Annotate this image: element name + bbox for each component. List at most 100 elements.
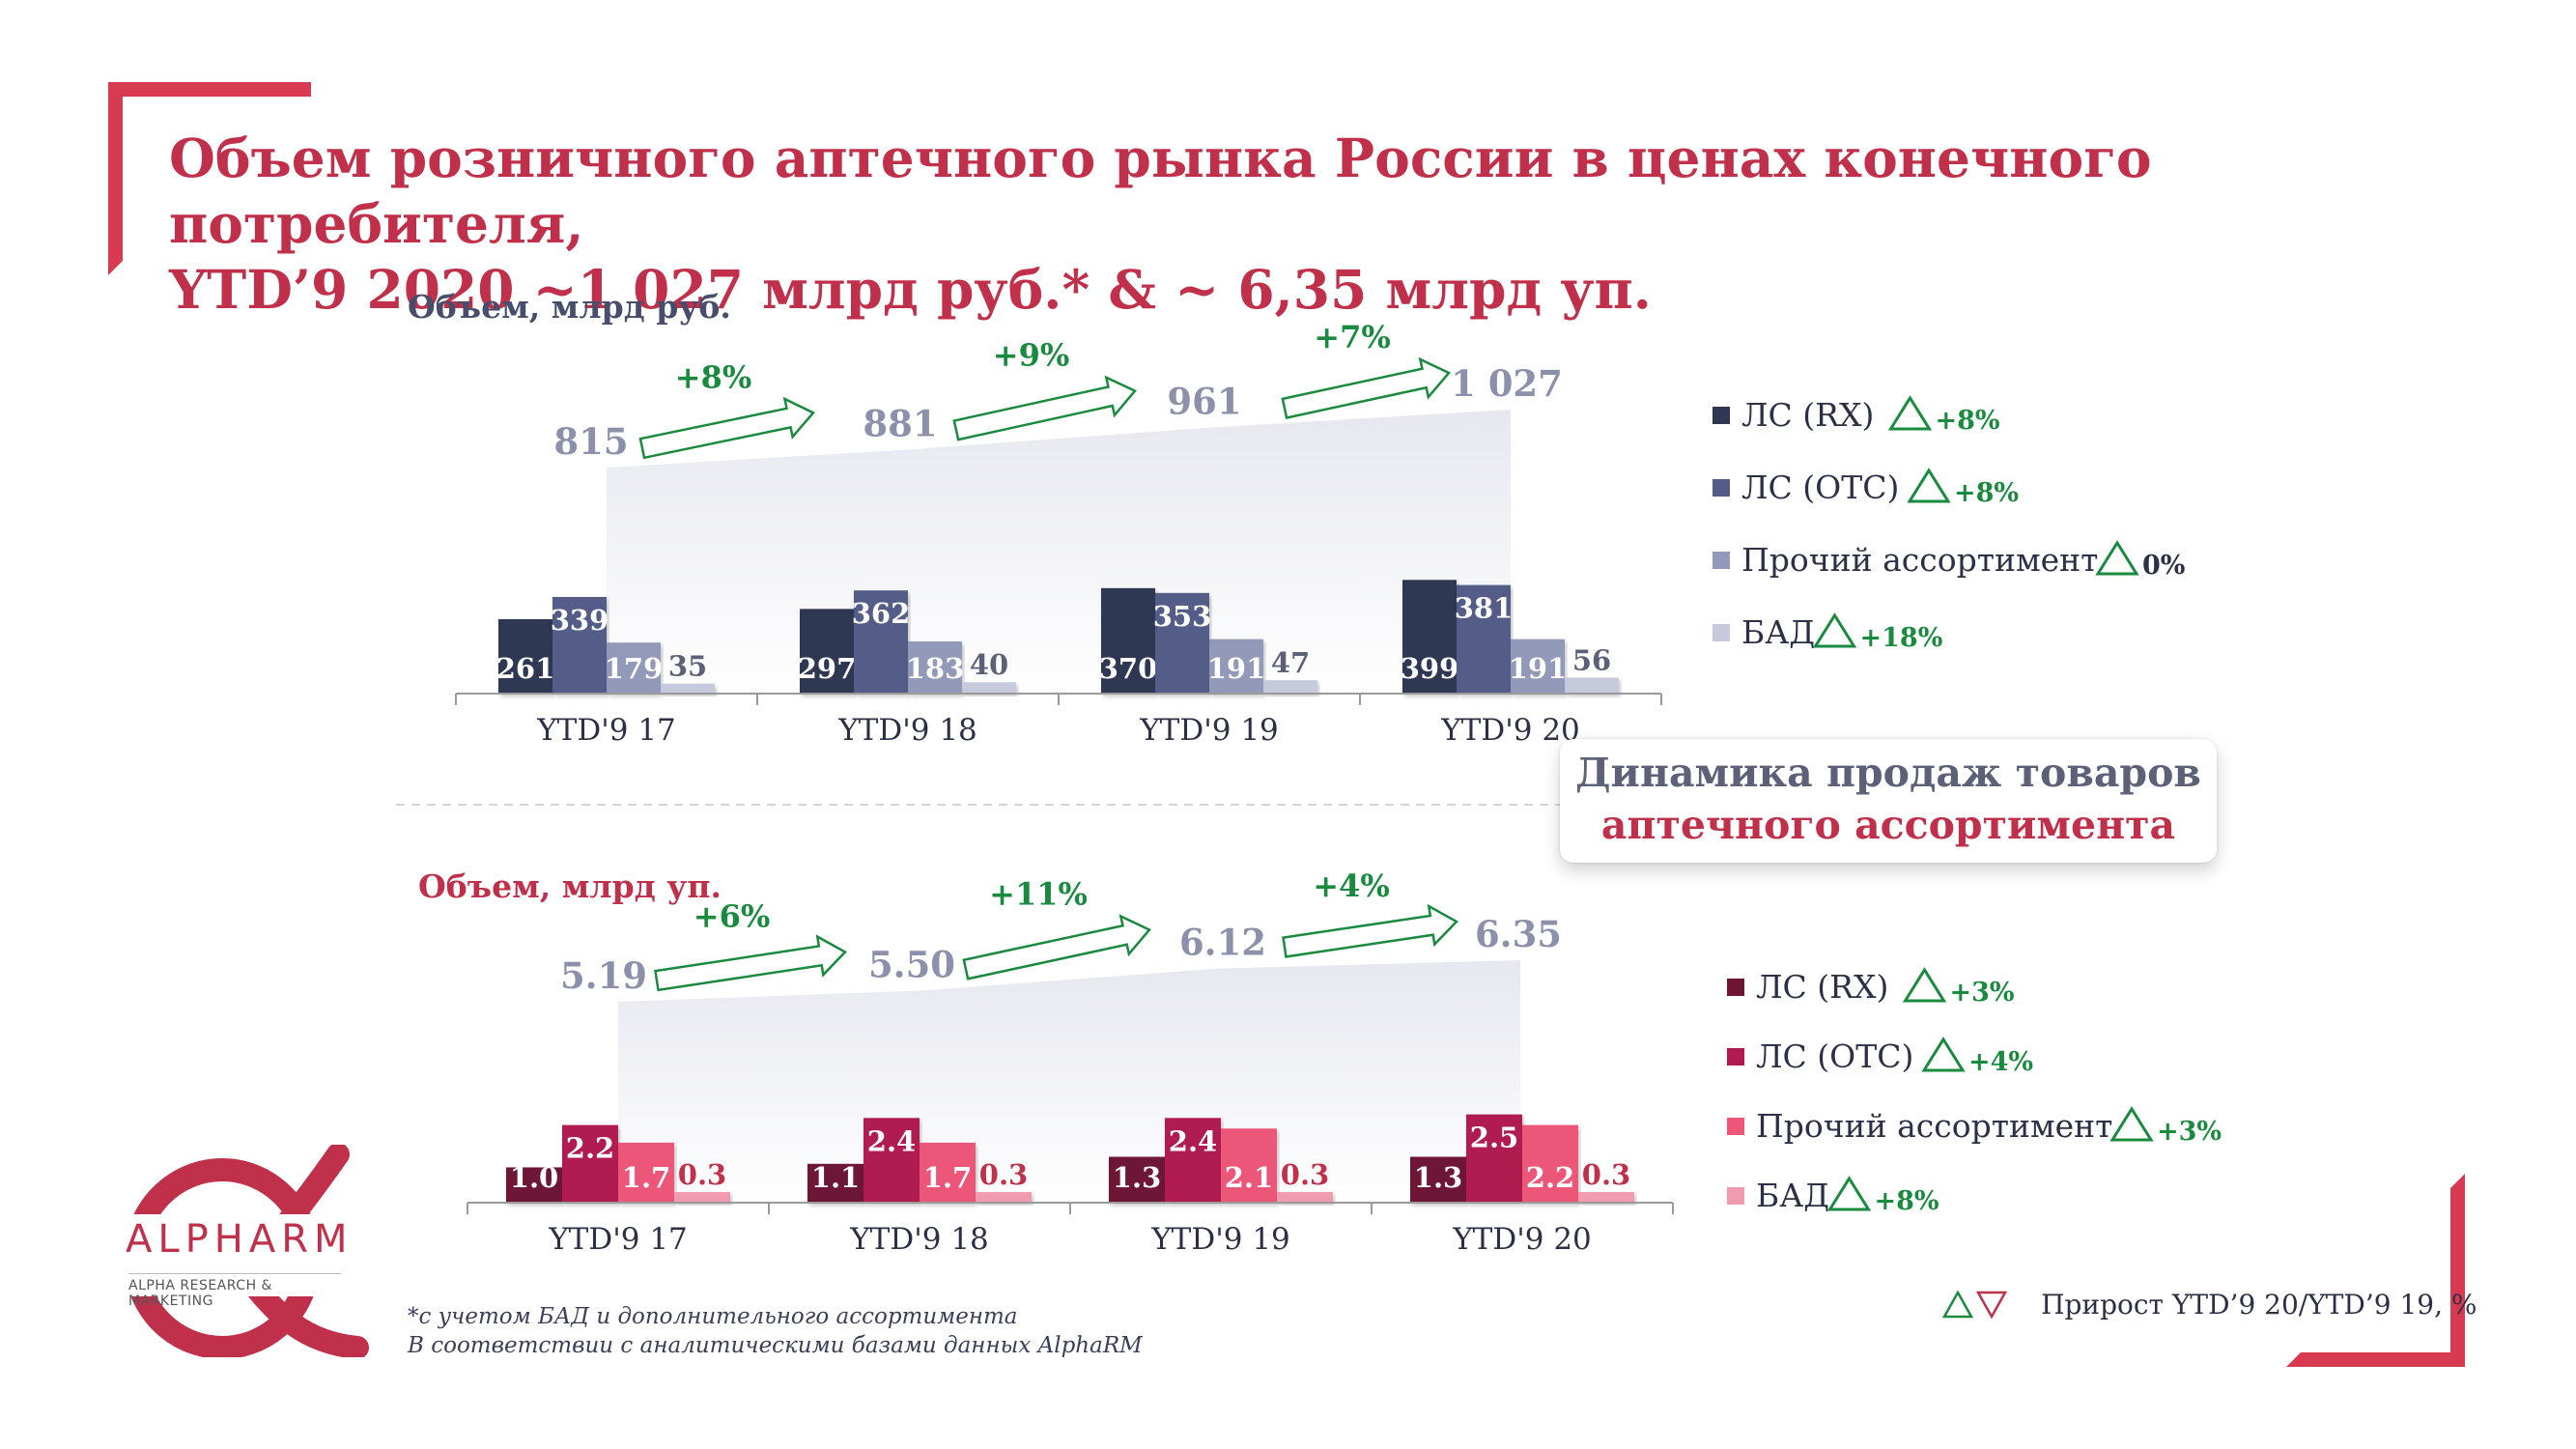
footnote-line-1: *с учетом БАД и дополнительного ассортим… [408, 1304, 1018, 1329]
bar-label-rub-s0-c3: 399 [1401, 652, 1459, 685]
bar-rub-s0-c0 [498, 619, 552, 694]
bar-units-s2-c0 [618, 1142, 674, 1203]
growth-triangle-icon [2095, 540, 2139, 576]
up-down-triangle-icon [1941, 1290, 2008, 1320]
bar-rub-s0-c1 [800, 609, 854, 694]
legend-item-1: ЛС (OTC) +4% [1727, 1037, 2033, 1077]
bar-units-s1-c2 [1165, 1118, 1221, 1203]
legend-growth: +8% [1875, 1186, 1939, 1216]
legend-growth: +3% [2157, 1117, 2222, 1147]
total-label-3: 6.35 [1475, 913, 1562, 955]
units-chart-title: Объем, млрд уп. [418, 867, 722, 905]
bar-rub-s3-c1 [962, 682, 1016, 694]
bar-rub-s3-c0 [661, 683, 715, 694]
category-label-3: YTD'9 20 [1440, 713, 1580, 748]
category-label-2: YTD'9 19 [1150, 1222, 1290, 1257]
legend-item-3: БАД +8% [1727, 1176, 1939, 1216]
bar-label-rub-s3-c1: 40 [970, 648, 1008, 681]
growth-arrow-0 [638, 396, 816, 460]
bar-rub-s3-c2 [1263, 680, 1317, 694]
total-label-2: 961 [1167, 381, 1241, 423]
footnote: *с учетом БАД и дополнительного ассортим… [408, 1302, 1143, 1360]
legend-growth: +18% [1860, 623, 1943, 653]
bar-label-units-s0-c2: 1.3 [1113, 1161, 1161, 1194]
growth-triangle-icon [1921, 1037, 1966, 1072]
growth-arrow-0 [654, 934, 848, 992]
bar-label-units-s1-c2: 2.4 [1169, 1124, 1217, 1157]
total-label-0: 815 [553, 420, 628, 463]
bar-units-s3-c2 [1277, 1192, 1333, 1203]
bar-units-s1-c1 [863, 1118, 920, 1203]
alpharm-logo: ALPHARM ALPHA RESEARCH & MARKETING [121, 1145, 382, 1357]
growth-arrow-shape [1281, 356, 1452, 419]
logo-tagline: ALPHA RESEARCH & MARKETING [128, 1273, 341, 1309]
legend-label: Прочий ассортимент [1741, 541, 2098, 579]
page-title: Объем розничного аптечного рынка России … [169, 126, 2391, 323]
growth-legend-note: Прирост YTD’9 20/YTD’9 19, % [1941, 1288, 2477, 1321]
legend-growth: +8% [1936, 406, 2000, 436]
bar-label-units-s2-c3: 2.2 [1526, 1161, 1574, 1194]
legend-swatch [1727, 1187, 1744, 1205]
total-label-3: 1 027 [1451, 362, 1563, 405]
bar-label-units-s1-c1: 2.4 [867, 1124, 916, 1157]
bar-label-rub-s1-c2: 353 [1153, 600, 1212, 633]
footnote-line-2: В соответствии с аналитическими базами д… [408, 1333, 1143, 1358]
growth-arrow-shape [654, 934, 848, 992]
growth-note-text: Прирост YTD’9 20/YTD’9 19, % [2041, 1288, 2477, 1321]
bar-label-rub-s1-c3: 381 [1455, 592, 1514, 625]
bar-label-rub-s0-c0: 261 [496, 652, 555, 685]
bar-label-rub-s0-c2: 370 [1099, 652, 1158, 685]
category-label-1: YTD'9 18 [837, 713, 977, 748]
category-label-0: YTD'9 17 [548, 1222, 688, 1257]
bar-rub-s0-c3 [1402, 580, 1457, 694]
growth-label-0: +8% [675, 358, 751, 395]
growth-triangle-icon [1902, 967, 1947, 1003]
bar-label-units-s1-c0: 2.2 [566, 1132, 614, 1165]
bar-rub-s2-c2 [1209, 639, 1263, 694]
bar-rub-s2-c0 [607, 642, 661, 694]
bar-units-s1-c3 [1466, 1114, 1522, 1203]
bar-rub-s1-c3 [1457, 584, 1511, 694]
category-label-3: YTD'9 20 [1452, 1222, 1592, 1257]
growth-arrow-shape [638, 396, 816, 460]
bar-units-s3-c1 [976, 1192, 1032, 1203]
growth-label-2: +4% [1313, 867, 1389, 904]
growth-triangle-icon [1907, 468, 1951, 503]
dynamics-callout[interactable]: Динамика продаж товаров аптечного ассорт… [1560, 739, 2217, 863]
legend-label: ЛС (RX) [1741, 396, 1874, 434]
bar-label-rub-s2-c2: 191 [1207, 652, 1266, 685]
legend-swatch [1713, 552, 1730, 569]
bar-rub-s2-c3 [1511, 639, 1565, 694]
bar-label-rub-s3-c2: 47 [1271, 646, 1310, 679]
bar-rub-s1-c1 [854, 590, 908, 694]
bar-units-s3-c3 [1578, 1192, 1634, 1203]
bar-units-s3-c0 [674, 1192, 730, 1203]
logo-brand: ALPHARM [126, 1217, 354, 1262]
legend-item-2: Прочий ассортимент +3% [1727, 1106, 2222, 1147]
bar-label-rub-s1-c1: 362 [852, 597, 911, 630]
growth-arrow-shape [952, 375, 1138, 441]
legend-swatch [1727, 979, 1744, 996]
bar-label-units-s3-c0: 0.3 [678, 1158, 726, 1191]
legend-item-0: ЛС (RX) +3% [1727, 967, 2015, 1008]
legend-growth: +3% [1950, 978, 2015, 1008]
legend-growth: 0% [2142, 551, 2185, 581]
growth-arrow-shape [962, 914, 1152, 980]
bar-label-rub-s2-c3: 191 [1509, 652, 1568, 685]
legend-label: БАД [1741, 613, 1815, 651]
total-label-1: 5.50 [868, 944, 955, 986]
bar-rub-s1-c0 [552, 596, 607, 694]
title-line-2: YTD’9 2020 ~1 027 млрд руб.* & ~ 6,35 мл… [169, 258, 1652, 321]
bar-rub-s3-c3 [1565, 677, 1619, 694]
growth-arrow-1 [952, 375, 1138, 441]
growth-arrow-1 [962, 914, 1152, 980]
total-label-2: 6.12 [1179, 922, 1266, 964]
growth-arrow-2 [1282, 903, 1459, 958]
alpha-logo-icon [121, 1145, 369, 1357]
growth-label-0: +6% [694, 898, 770, 935]
bar-units-s2-c1 [920, 1142, 976, 1203]
legend-item-1: ЛС (OTC) +8% [1713, 468, 2019, 508]
